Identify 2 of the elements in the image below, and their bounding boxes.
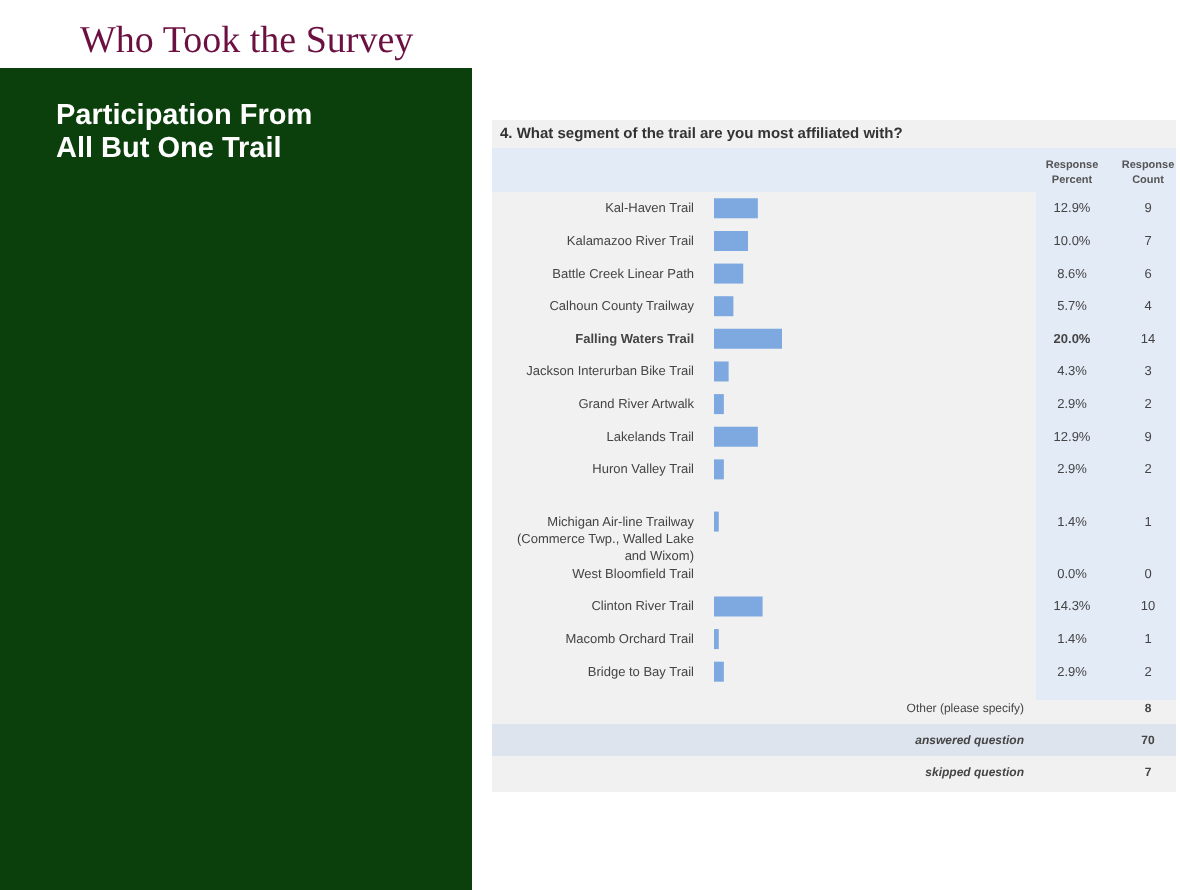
text: Who Took the Survey (80, 20, 415, 62)
text: Participation From All But One Trail (56, 100, 313, 165)
